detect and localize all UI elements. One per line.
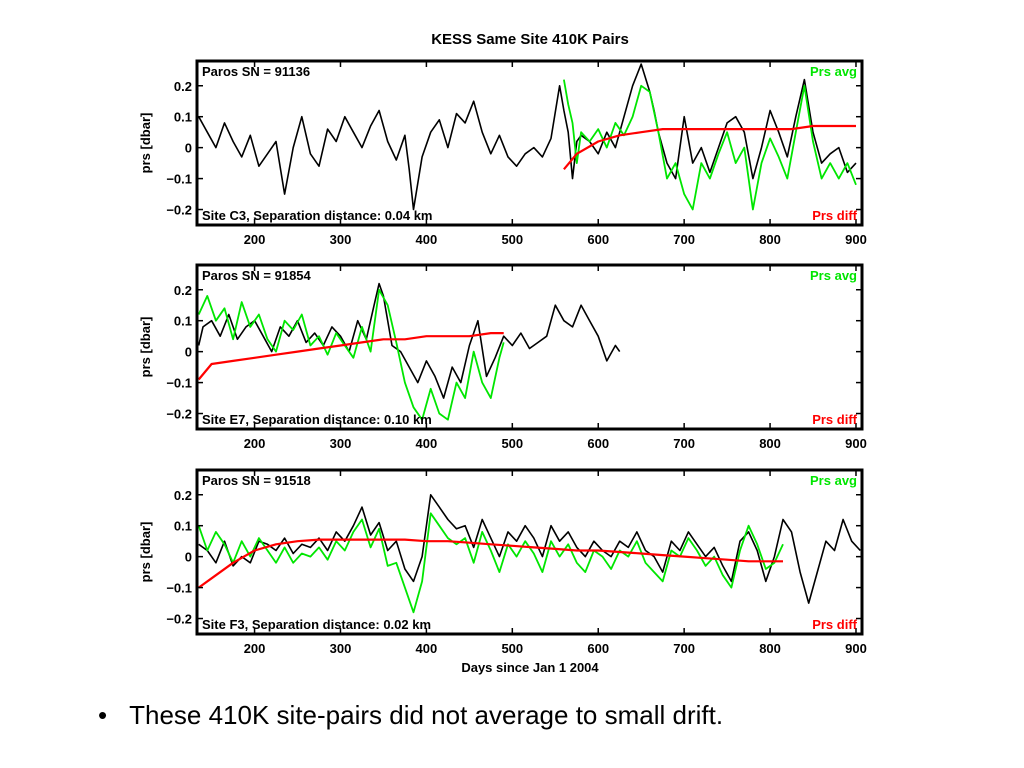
x-tick-label: 300 (330, 641, 352, 656)
series-line-green (197, 288, 505, 421)
x-tick-label: 200 (244, 641, 266, 656)
x-tick-label: 300 (330, 436, 352, 451)
panel-1: −0.2 −0.1 0 0.1 0.2 200 300 400 500 600 700 800 900 p… (138, 59, 867, 247)
y-tick-label: −0.1 (166, 172, 192, 187)
x-tick-label: 500 (501, 232, 523, 247)
x-tick-label: 900 (845, 641, 867, 656)
y-tick-label: 0.1 (174, 110, 192, 125)
site-separation-label: Site E7, Separation distance: 0.10 km (202, 412, 432, 427)
panel-3: −0.2 −0.1 0 0.1 0.2 200 300 400 500 600 700 800 900 p… (138, 468, 867, 656)
panel-frame (195, 468, 864, 636)
plot-area (198, 63, 857, 211)
x-tick-label: 700 (673, 232, 695, 247)
figure: KESS Same Site 410K Pairs −0.2 −0.1 0 0.1 0.… (138, 31, 867, 675)
x-tick-label: 400 (416, 436, 438, 451)
legend-prs-diff: Prs diff (812, 208, 857, 223)
x-tick-label: 500 (501, 436, 523, 451)
x-tick-label: 900 (845, 232, 867, 247)
y-tick-label: 0.2 (174, 488, 192, 503)
legend-prs-avg: Prs avg (810, 64, 857, 79)
x-axis-title: Days since Jan 1 2004 (461, 660, 599, 675)
panels: −0.2 −0.1 0 0.1 0.2 200 300 400 500 600 700 800 900 p… (138, 59, 867, 656)
bullet-marker: • (98, 700, 108, 730)
series-line-black (198, 63, 857, 211)
x-tick-label: 600 (587, 641, 609, 656)
x-tick-label: 600 (587, 232, 609, 247)
x-tick-label: 500 (501, 641, 523, 656)
x-tick-label: 200 (244, 436, 266, 451)
y-tick-label: 0.1 (174, 519, 192, 534)
x-tick-label: 200 (244, 232, 266, 247)
site-separation-label: Site F3, Separation distance: 0.02 km (202, 617, 431, 632)
x-tick-label: 800 (759, 436, 781, 451)
chart-title: KESS Same Site 410K Pairs (431, 31, 629, 48)
series-line-red (563, 124, 856, 171)
bullet-point: • These 410K site-pairs did not average … (98, 700, 998, 731)
x-tick-label: 300 (330, 232, 352, 247)
y-axis-title: prs [dbar] (138, 113, 153, 174)
x-tick-label: 400 (416, 232, 438, 247)
y-tick-label: −0.2 (166, 407, 192, 422)
series-line-red (197, 332, 504, 381)
plot-area (197, 282, 621, 421)
y-tick-label: 0.2 (174, 283, 192, 298)
x-tick-label: 700 (673, 436, 695, 451)
y-tick-label: 0.1 (174, 314, 192, 329)
series-line-black (198, 494, 861, 604)
y-tick-label: −0.2 (166, 203, 192, 218)
panel-frame (195, 263, 864, 431)
y-tick-label: 0 (185, 550, 192, 565)
series-line-green (563, 79, 857, 211)
x-tick-label: 700 (673, 641, 695, 656)
series-line-black (197, 282, 621, 399)
y-tick-label: −0.2 (166, 612, 192, 627)
y-tick-label: 0.2 (174, 79, 192, 94)
legend-prs-diff: Prs diff (812, 617, 857, 632)
site-separation-label: Site C3, Separation distance: 0.04 km (202, 208, 432, 223)
series-line-red (198, 538, 783, 589)
panel-2: −0.2 −0.1 0 0.1 0.2 200 300 400 500 600 700 800 900 p… (138, 263, 867, 451)
sensor-serial-label: Paros SN = 91136 (202, 64, 310, 79)
plot-area (197, 494, 861, 614)
panel-frame (195, 59, 864, 227)
x-tick-label: 400 (416, 641, 438, 656)
sensor-serial-label: Paros SN = 91518 (202, 473, 311, 488)
series-line-green (197, 512, 784, 614)
legend-prs-diff: Prs diff (812, 412, 857, 427)
y-tick-label: −0.1 (166, 376, 192, 391)
sensor-serial-label: Paros SN = 91854 (202, 268, 312, 283)
y-axis-title: prs [dbar] (138, 317, 153, 378)
legend-prs-avg: Prs avg (810, 268, 857, 283)
x-tick-label: 800 (759, 232, 781, 247)
y-axis-title: prs [dbar] (138, 522, 153, 583)
y-tick-label: −0.1 (166, 581, 192, 596)
x-tick-label: 900 (845, 436, 867, 451)
y-tick-label: 0 (185, 141, 192, 156)
x-tick-label: 600 (587, 436, 609, 451)
x-tick-label: 800 (759, 641, 781, 656)
bullet-text: These 410K site-pairs did not average to… (129, 700, 724, 730)
legend-prs-avg: Prs avg (810, 473, 857, 488)
y-tick-label: 0 (185, 345, 192, 360)
